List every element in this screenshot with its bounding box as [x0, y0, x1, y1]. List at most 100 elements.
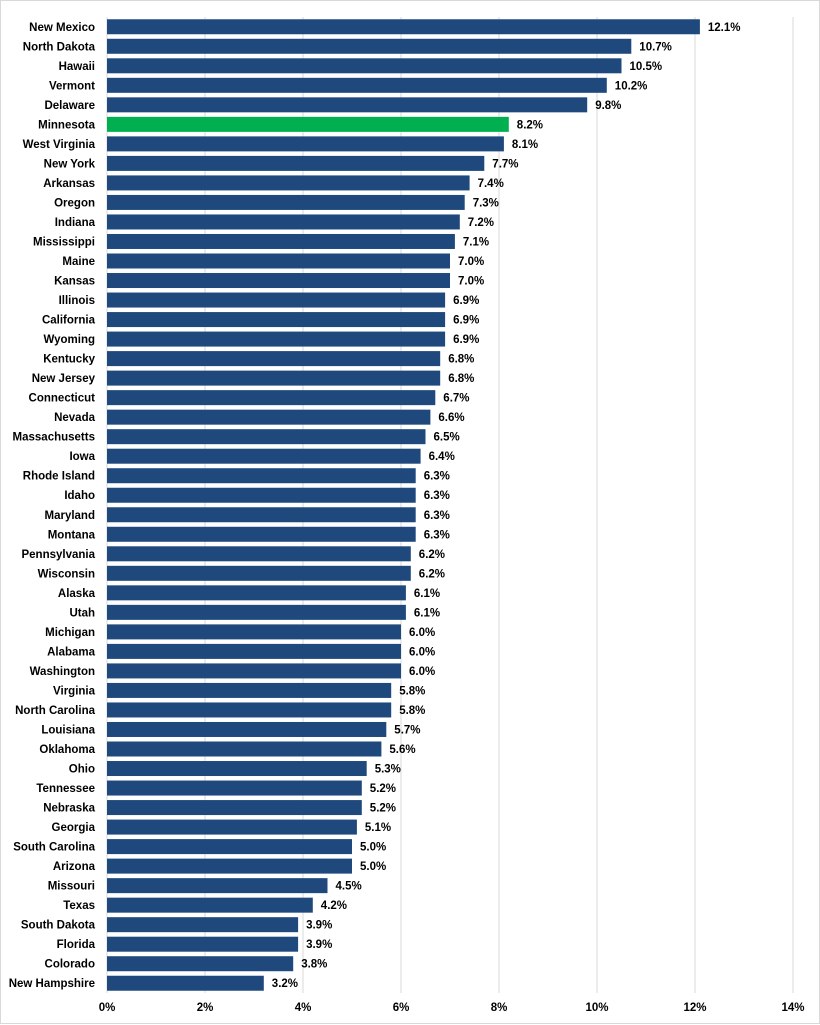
data-label: 5.6%: [389, 744, 415, 756]
category-label: New Hampshire: [9, 978, 95, 990]
bar: [107, 116, 509, 132]
data-label: 5.7%: [394, 724, 420, 736]
data-label: 7.4%: [478, 178, 504, 190]
bar: [107, 370, 441, 386]
data-label: 7.0%: [458, 256, 484, 268]
bar: [107, 839, 352, 855]
bar: [107, 409, 431, 425]
bar: [107, 526, 416, 542]
data-label: 6.2%: [419, 549, 445, 561]
category-label: Delaware: [44, 100, 95, 112]
category-labels: New Mexico North Dakota Hawaii Vermont Delaw…: [9, 22, 96, 990]
bar: [107, 390, 436, 406]
bar: [107, 800, 362, 816]
data-label: 6.8%: [448, 354, 474, 366]
data-label: 6.1%: [414, 607, 440, 619]
category-label: California: [42, 315, 96, 327]
data-label: 5.2%: [370, 803, 396, 815]
x-tick-label: 6%: [393, 1002, 410, 1014]
category-label: Rhode Island: [23, 471, 95, 483]
data-label: 8.2%: [517, 119, 543, 131]
data-label: 5.3%: [375, 764, 401, 776]
bar: [107, 312, 446, 328]
bar: [107, 585, 406, 601]
category-label: Maryland: [45, 510, 96, 522]
bar: [107, 292, 446, 308]
category-label: Montana: [48, 529, 96, 541]
bar: [107, 721, 387, 737]
category-label: Kentucky: [43, 354, 95, 366]
data-label: 6.0%: [409, 666, 435, 678]
data-label: 6.4%: [429, 451, 455, 463]
category-label: Iowa: [69, 451, 95, 463]
category-label: Mississippi: [33, 236, 95, 248]
bar: [107, 663, 401, 679]
data-label: 6.7%: [443, 393, 469, 405]
category-label: Michigan: [45, 627, 95, 639]
data-label: 5.1%: [365, 822, 391, 834]
category-label: Louisiana: [41, 724, 95, 736]
data-label: 4.5%: [336, 881, 362, 893]
bar: [107, 741, 382, 757]
bar: [107, 897, 313, 913]
category-label: Vermont: [49, 80, 95, 92]
category-label: Utah: [69, 607, 95, 619]
category-label: South Dakota: [21, 920, 96, 932]
data-label: 10.2%: [615, 80, 648, 92]
data-label: 3.8%: [301, 959, 327, 971]
category-label: Arizona: [53, 861, 96, 873]
data-label: 5.0%: [360, 842, 386, 854]
bar: [107, 38, 632, 54]
data-label: 5.0%: [360, 861, 386, 873]
data-label: 7.0%: [458, 276, 484, 288]
bar: [107, 565, 411, 581]
bar: [107, 917, 299, 933]
bar: [107, 682, 392, 698]
bar: [107, 487, 416, 503]
bar: [107, 468, 416, 484]
bar: [107, 878, 328, 894]
x-tick-label: 14%: [781, 1002, 804, 1014]
bar: [107, 136, 504, 152]
data-label: 12.1%: [708, 22, 741, 34]
category-label: Hawaii: [59, 61, 95, 73]
bar: [107, 975, 264, 991]
category-label: Maine: [62, 256, 95, 268]
bar: [107, 58, 622, 74]
data-label: 6.3%: [424, 529, 450, 541]
bar: [107, 507, 416, 523]
data-label: 6.9%: [453, 315, 479, 327]
category-label: Wisconsin: [38, 568, 95, 580]
bar: [107, 175, 470, 191]
bar: [107, 77, 607, 93]
data-label: 7.7%: [492, 158, 518, 170]
category-label: Florida: [57, 939, 96, 951]
data-label: 6.1%: [414, 588, 440, 600]
category-label: North Dakota: [23, 41, 96, 53]
x-tick-label: 2%: [197, 1002, 214, 1014]
bar: [107, 956, 294, 972]
data-label: 6.0%: [409, 627, 435, 639]
data-label: 5.8%: [399, 705, 425, 717]
bar: [107, 331, 446, 347]
bar: [107, 253, 450, 269]
data-label: 9.8%: [595, 100, 621, 112]
data-label: 7.1%: [463, 236, 489, 248]
bar: [107, 780, 362, 796]
data-labels: 12.1% 10.7% 10.5% 10.2% 9.8% 8.2% 8.1% 7.7% 7.4%…: [272, 22, 741, 990]
x-tick-label: 0%: [99, 1002, 116, 1014]
data-label: 6.6%: [438, 412, 464, 424]
bar: [107, 233, 455, 249]
bar: [107, 624, 401, 640]
data-label: 6.0%: [409, 646, 435, 658]
category-label: Georgia: [52, 822, 96, 834]
data-label: 6.8%: [448, 373, 474, 385]
data-label: 7.3%: [473, 197, 499, 209]
data-label: 6.5%: [434, 432, 460, 444]
category-label: Alaska: [58, 588, 96, 600]
bar: [107, 448, 421, 464]
category-label: Colorado: [45, 959, 95, 971]
bar: [107, 819, 357, 835]
data-label: 3.9%: [306, 939, 332, 951]
